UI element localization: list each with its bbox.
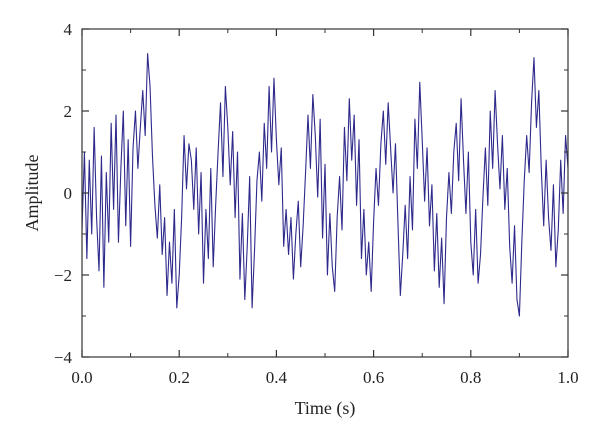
plot-frame <box>81 28 569 358</box>
y-tick-label: 4 <box>64 20 73 39</box>
x-axis-label: Time (s) <box>295 398 356 419</box>
x-tick-label: 0.0 <box>71 368 92 387</box>
x-tick-label: 1.0 <box>557 368 578 387</box>
y-tick-label: 2 <box>64 102 73 121</box>
y-tick-label: 0 <box>64 184 73 203</box>
y-axis-label: Amplitude <box>22 154 42 231</box>
x-tick-label: 0.8 <box>460 368 481 387</box>
y-axis: 4 2 0 −2 −4 <box>54 20 568 367</box>
plot-area <box>81 53 569 317</box>
series-line <box>81 53 569 317</box>
x-tick-label: 0.6 <box>363 368 384 387</box>
x-tick-label: 0.4 <box>266 368 288 387</box>
x-axis: 0.0 0.2 0.4 0.6 0.8 1.0 <box>71 29 579 387</box>
y-tick-label: −2 <box>54 266 72 285</box>
x-tick-label: 0.2 <box>169 368 190 387</box>
y-tick-label: −4 <box>54 348 73 367</box>
